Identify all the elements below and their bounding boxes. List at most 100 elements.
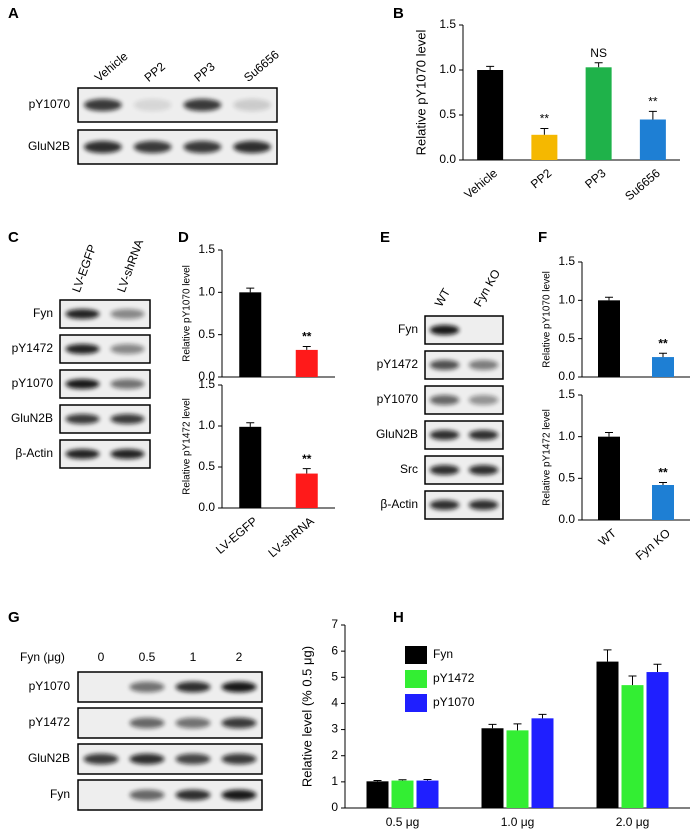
band: [133, 98, 172, 112]
bar: [598, 436, 620, 520]
lane-label: 0: [98, 650, 105, 664]
row-label: GluN2B: [376, 427, 418, 441]
panel-label: E: [380, 229, 390, 246]
error-bar: [540, 128, 549, 135]
bar: [585, 67, 612, 160]
bar: [477, 70, 504, 160]
error-bar: [659, 482, 667, 485]
y-axis-label: Relative level (% 0.5 μg): [299, 646, 314, 787]
lane-label: 1: [190, 650, 197, 664]
y-tick-label: 1.5: [558, 387, 575, 401]
band: [83, 753, 119, 765]
error-bar: [398, 779, 407, 781]
lane-label: Su6656: [241, 47, 282, 85]
y-tick-label: 5: [331, 669, 338, 683]
y-tick-label: 1.0: [198, 285, 215, 299]
x-tick-label: LV-EGFP: [213, 514, 260, 557]
row-label: pY1472: [12, 341, 54, 355]
band: [65, 343, 100, 355]
lane-label: Vehicle: [92, 49, 131, 85]
panel-label: A: [8, 5, 19, 22]
bar: [295, 473, 318, 508]
panel-label: F: [538, 229, 547, 246]
significance: **: [658, 466, 668, 480]
row-label: pY1472: [29, 715, 71, 729]
error-bar: [605, 296, 613, 301]
lane-title: Fyn (μg): [20, 650, 65, 664]
bar: [596, 661, 619, 808]
y-tick-label: 7: [331, 617, 338, 631]
band: [65, 413, 100, 425]
bar: [598, 300, 620, 377]
band: [221, 717, 257, 729]
error-bar: [423, 779, 432, 781]
lane-label: LV-EGFP: [69, 243, 99, 295]
y-tick-label: 1.5: [198, 242, 215, 256]
significance: **: [648, 95, 658, 109]
band: [429, 429, 460, 441]
bar: [391, 780, 414, 808]
row-label: Src: [400, 462, 418, 476]
band: [129, 753, 165, 765]
error-bar: [605, 432, 613, 437]
y-tick-label: 0.0: [558, 369, 575, 383]
row-label: β-Actin: [15, 446, 53, 460]
bar: [621, 685, 644, 808]
error-bar: [628, 675, 637, 686]
error-bar: [486, 65, 495, 70]
band: [110, 343, 145, 355]
panel-label: C: [8, 229, 19, 246]
band: [429, 394, 460, 406]
legend-swatch: [405, 694, 427, 712]
y-axis-label: Relative pY1070 level: [413, 30, 428, 156]
x-tick-label: Su6656: [622, 166, 663, 204]
significance: **: [302, 452, 312, 466]
row-label: pY1070: [12, 376, 54, 390]
y-tick-label: 0.0: [198, 369, 215, 383]
legend-swatch: [405, 670, 427, 688]
band: [129, 681, 165, 693]
legend-label: pY1070: [433, 695, 475, 709]
error-bar: [653, 663, 662, 673]
y-tick-label: 6: [331, 643, 338, 657]
panel-label: H: [393, 609, 404, 626]
band: [221, 681, 257, 693]
bar: [366, 781, 389, 808]
significance: **: [658, 336, 668, 350]
bar: [646, 672, 669, 808]
x-tick-label: Fyn KO: [633, 526, 673, 563]
row-label: pY1472: [377, 357, 419, 371]
band: [110, 378, 145, 390]
y-axis-label: Relative pY1070 level: [182, 265, 193, 362]
bar: [531, 718, 554, 808]
band: [110, 413, 145, 425]
bar: [239, 292, 262, 377]
lane-label: PP3: [191, 59, 218, 85]
panel-label: D: [178, 229, 189, 246]
lane-label: LV-shRNA: [114, 238, 146, 295]
row-label: β-Actin: [380, 497, 418, 511]
band: [429, 464, 460, 476]
y-axis-label: Relative pY1070 level: [542, 271, 553, 368]
error-bar: [488, 723, 497, 729]
band: [175, 717, 211, 729]
band: [83, 98, 122, 112]
band: [468, 359, 499, 371]
panel-label: G: [8, 609, 20, 626]
bar: [416, 780, 439, 808]
band: [175, 753, 211, 765]
error-bar: [302, 468, 311, 474]
y-tick-label: 1.0: [558, 429, 575, 443]
legend-swatch: [405, 646, 427, 664]
band: [110, 448, 145, 460]
error-bar: [513, 723, 522, 731]
band: [468, 499, 499, 511]
significance: **: [540, 112, 550, 126]
x-tick-label: LV-shRNA: [265, 514, 316, 560]
bar: [652, 485, 674, 520]
lane-label: PP2: [142, 59, 169, 85]
y-tick-label: 1: [331, 774, 338, 788]
band: [129, 717, 165, 729]
x-tick-label: 2.0 μg: [616, 815, 650, 829]
